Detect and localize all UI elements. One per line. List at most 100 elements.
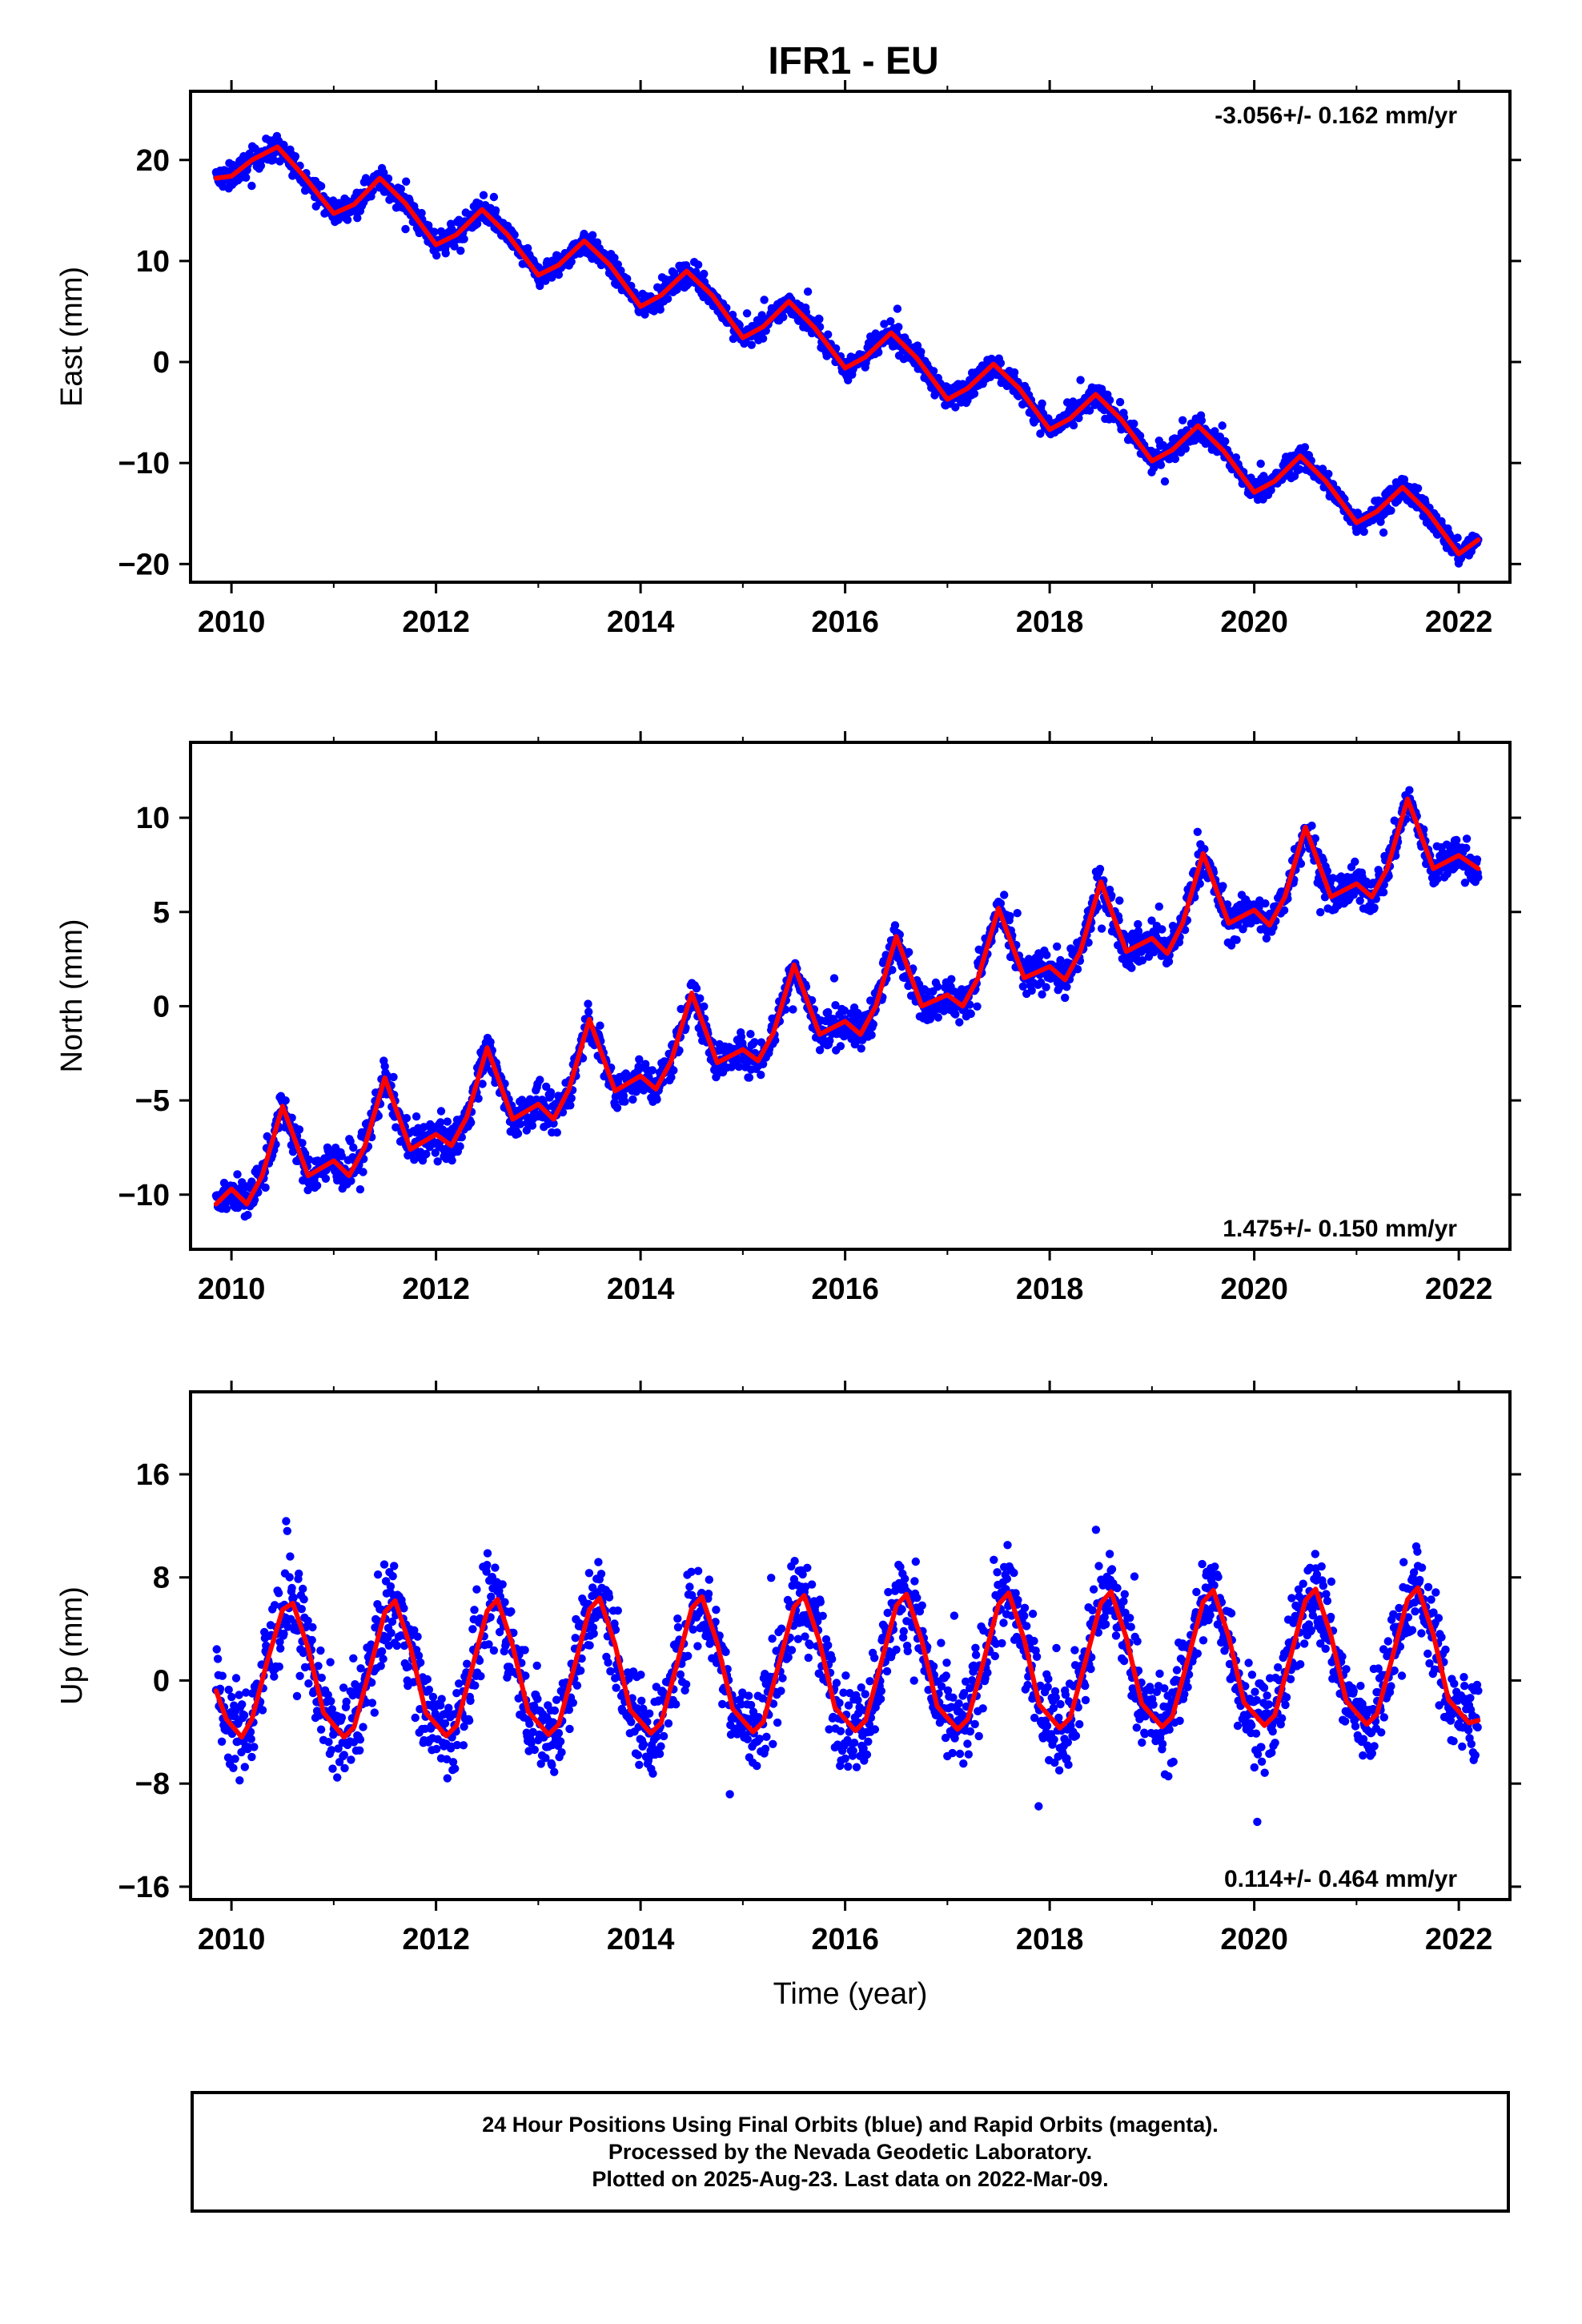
data-point [635, 1055, 644, 1064]
data-point [1307, 821, 1316, 830]
data-point [552, 1128, 561, 1137]
data-point [270, 1672, 279, 1681]
data-point [596, 1021, 604, 1030]
data-point [1018, 982, 1028, 991]
data-point [229, 1763, 238, 1772]
data-point [316, 1725, 326, 1734]
data-point [292, 1691, 302, 1701]
data-point [929, 367, 938, 376]
data-point [468, 1625, 477, 1634]
data-point [1387, 506, 1395, 515]
data-point [391, 1123, 400, 1132]
data-point [337, 1152, 347, 1160]
data-point [295, 1671, 304, 1680]
data-point [460, 235, 468, 243]
data-point [262, 1641, 271, 1651]
data-point [416, 1658, 425, 1667]
x-tick-label: 2014 [607, 1273, 675, 1306]
data-point [355, 1185, 365, 1194]
data-point [275, 1638, 284, 1647]
data-point [456, 1142, 464, 1151]
data-point [1316, 907, 1325, 917]
data-point [970, 389, 979, 398]
data-point [486, 1038, 495, 1047]
data-point [270, 1601, 279, 1610]
data-point [367, 1678, 376, 1687]
rate-label: -3.056+/- 0.162 mm/yr [1215, 103, 1457, 129]
data-point [356, 1664, 365, 1673]
data-point [251, 144, 259, 153]
data-point [324, 1738, 333, 1747]
y-axis-label: North (mm) [55, 919, 89, 1072]
data-point [379, 168, 388, 177]
data-point [283, 1526, 291, 1536]
data-point [663, 294, 673, 304]
data-point [269, 155, 278, 164]
data-point [483, 1561, 492, 1570]
data-point [584, 999, 592, 1008]
data-point [951, 1010, 960, 1019]
data-point [566, 1101, 575, 1110]
data-point [1370, 903, 1379, 912]
data-point [1472, 855, 1482, 864]
data-point [470, 1606, 479, 1614]
x-tick-label: 2018 [1016, 1273, 1084, 1306]
data-point [379, 1655, 387, 1663]
data-point [1115, 896, 1124, 905]
data-point [242, 173, 251, 182]
data-point [1462, 843, 1471, 853]
data-point [420, 1123, 428, 1132]
data-point [1158, 925, 1166, 934]
data-point [288, 1148, 298, 1156]
data-point [886, 317, 895, 326]
data-point [337, 1713, 347, 1722]
data-point [745, 1073, 754, 1082]
data-point [734, 1062, 744, 1072]
data-point [648, 1066, 656, 1075]
data-point [913, 341, 922, 350]
data-point [1218, 421, 1227, 430]
data-point [1115, 397, 1125, 407]
data-point [1076, 376, 1085, 384]
data-point [905, 947, 913, 957]
data-point [282, 1517, 291, 1526]
data-point [404, 1663, 413, 1671]
x-tick-label: 2022 [1425, 1273, 1493, 1306]
data-point [516, 1120, 525, 1128]
data-point [450, 242, 459, 251]
data-point [1034, 952, 1044, 962]
data-point [1181, 444, 1191, 453]
data-point [387, 1617, 397, 1626]
data-point [242, 1688, 251, 1697]
data-point [893, 304, 902, 313]
chart-title: IFR1 - EU [768, 40, 938, 82]
data-point [247, 1752, 256, 1762]
data-point [275, 1663, 283, 1671]
data-point [888, 966, 897, 975]
data-point [256, 161, 266, 171]
data-point [620, 1097, 629, 1106]
data-point [815, 1046, 825, 1055]
data-point [466, 1696, 475, 1705]
data-point [328, 1764, 337, 1773]
data-point [327, 1697, 335, 1706]
data-point [475, 1656, 484, 1665]
data-point [973, 1002, 982, 1011]
data-point [303, 1185, 312, 1195]
data-point [996, 359, 1006, 368]
data-point [299, 1594, 308, 1604]
data-point [1160, 477, 1170, 486]
data-point [295, 1569, 303, 1578]
data-point [392, 1641, 401, 1651]
data-point [1095, 864, 1105, 874]
data-point [917, 348, 926, 356]
y-tick-label: −20 [118, 548, 170, 581]
data-point [1073, 965, 1082, 974]
data-point [1231, 453, 1241, 462]
data-point [351, 1680, 359, 1689]
data-point [223, 1753, 233, 1762]
data-point [1351, 857, 1359, 866]
data-point [289, 1593, 298, 1602]
data-point [524, 243, 532, 253]
